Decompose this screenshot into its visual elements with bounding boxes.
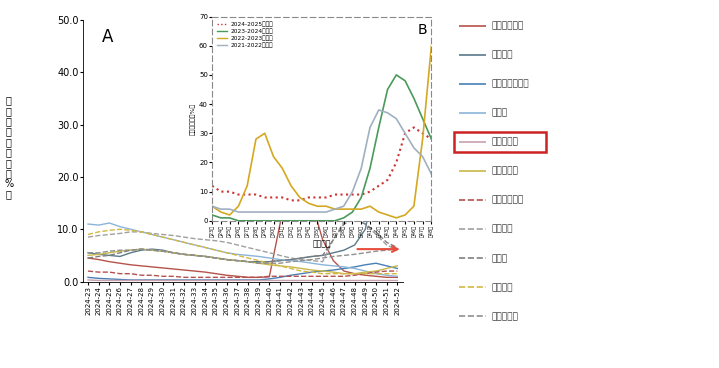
Text: 核
酸
检
测
阳
性
率
（
%
）: 核 酸 检 测 阳 性 率 （ % ） [4, 95, 13, 199]
Text: 新型冠状病毒: 新型冠状病毒 [492, 21, 524, 30]
Text: 腺病毒: 腺病毒 [492, 109, 508, 117]
Y-axis label: 样本阳性率（%）: 样本阳性率（%） [191, 103, 196, 135]
Text: 鼻病毒: 鼻病毒 [492, 254, 508, 263]
Text: 博卡病毒: 博卡病毒 [492, 225, 513, 234]
Text: 呼吸道合胞病毒: 呼吸道合胞病毒 [492, 79, 529, 88]
Text: 人偏肺病毒: 人偏肺病毒 [492, 138, 518, 146]
Text: 普通冠状病毒: 普通冠状病毒 [492, 196, 524, 205]
Text: 肺炎支原体: 肺炎支原体 [492, 312, 518, 321]
Text: 肠道病毒: 肠道病毒 [492, 283, 513, 292]
Text: B: B [418, 23, 427, 37]
Text: 流感病毒: 流感病毒 [492, 50, 513, 59]
X-axis label: 流行周次: 流行周次 [313, 240, 331, 249]
Legend: 2024-2025流行率, 2023-2024流行率, 2022-2023流行率, 2021-2022流行率: 2024-2025流行率, 2023-2024流行率, 2022-2023流行率… [215, 20, 275, 50]
Text: 副流感病毒: 副流感病毒 [492, 167, 518, 176]
Text: A: A [102, 28, 114, 46]
